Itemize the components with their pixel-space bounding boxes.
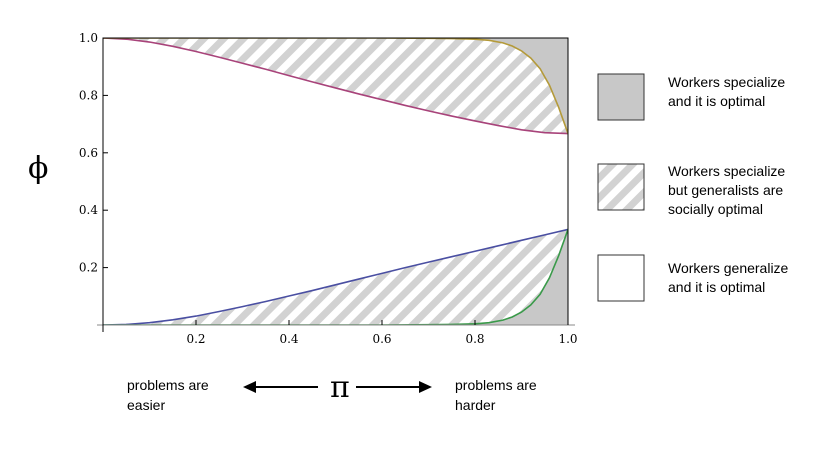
region-upper-solid xyxy=(103,38,568,134)
legend-label: but generalists are xyxy=(668,182,783,198)
x-tick-label: 0.6 xyxy=(372,332,391,346)
legend-label: and it is optimal xyxy=(668,93,765,109)
region-lower-hatched xyxy=(103,229,568,325)
series-line-lower-social-boundary xyxy=(103,228,568,325)
y-axis-label: ϕ xyxy=(28,151,48,186)
legend-label: and it is optimal xyxy=(668,279,765,295)
y-tick-label: 0.2 xyxy=(79,261,98,275)
legend: Workers specialize and it is optimal Wor… xyxy=(597,73,789,302)
legend-swatch-specialize-social xyxy=(597,163,645,211)
y-tick-label: 0.8 xyxy=(79,88,98,102)
x-axis-label: π xyxy=(330,370,350,405)
harder-label: problems are xyxy=(455,377,537,393)
x-tick-label: 0.8 xyxy=(465,332,484,346)
right-arrow-head-icon xyxy=(419,381,432,393)
legend-label: Workers specialize xyxy=(668,74,785,90)
easier-label: problems are xyxy=(127,377,209,393)
legend-label: socially optimal xyxy=(668,201,763,217)
legend-swatch-generalize-optimal xyxy=(597,254,645,302)
legend-swatch-specialize-optimal xyxy=(597,73,645,121)
legend-label: Workers specialize xyxy=(668,163,785,179)
series-line-upper-specialization-boundary xyxy=(103,38,568,134)
x-tick-label: 0.4 xyxy=(279,332,298,346)
x-tick-label: 1.0 xyxy=(558,332,577,346)
y-tick-label: 0.6 xyxy=(79,146,98,160)
y-tick-label: 1.0 xyxy=(79,31,98,45)
region-lower-solid xyxy=(103,229,568,325)
harder-label: harder xyxy=(455,397,496,413)
legend-label: Workers generalize xyxy=(668,260,789,276)
series-line-upper-social-boundary xyxy=(103,38,568,135)
y-tick-label: 0.4 xyxy=(79,203,98,217)
region-upper-hatched xyxy=(103,38,568,134)
easier-label: easier xyxy=(127,397,165,413)
difficulty-annotation: problems are easier π problems are harde… xyxy=(127,370,537,413)
x-tick-label: 0.2 xyxy=(186,332,205,346)
left-arrow-head-icon xyxy=(243,381,256,393)
